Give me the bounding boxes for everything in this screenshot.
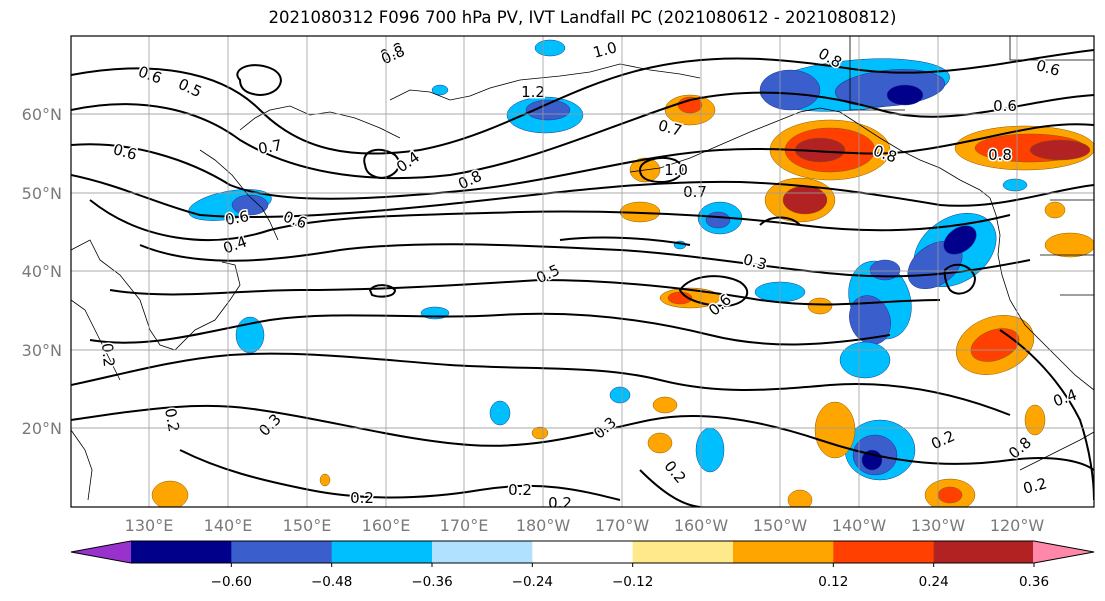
longitude-label: 160°E bbox=[362, 516, 411, 535]
colorbar-tick-label: −0.12 bbox=[612, 574, 653, 590]
colorbar-segment bbox=[632, 541, 734, 563]
colorbar-tick-label: −0.48 bbox=[311, 574, 352, 590]
colorbar-segment bbox=[331, 541, 433, 563]
contour-label: 0.2 bbox=[350, 489, 374, 507]
colorbar-segment bbox=[833, 541, 935, 563]
negative-anomaly-region bbox=[525, 99, 571, 121]
positive-anomaly-region bbox=[647, 432, 673, 454]
colorbar-extend-max bbox=[1033, 541, 1094, 563]
contour-label: 0.2 bbox=[548, 494, 572, 512]
positive-anomaly-region bbox=[787, 489, 813, 507]
negative-anomaly-region bbox=[869, 259, 901, 281]
longitude-label: 140°W bbox=[832, 516, 887, 535]
positive-anomaly-region bbox=[1024, 404, 1046, 436]
longitude-label: 150°E bbox=[283, 516, 332, 535]
negative-anomaly-region bbox=[534, 39, 566, 57]
colorbar bbox=[70, 540, 1095, 564]
coastlines bbox=[71, 36, 1094, 501]
longitude-label: 170°W bbox=[595, 516, 650, 535]
pv-contours bbox=[71, 49, 1094, 507]
colorbar-segment bbox=[733, 541, 834, 563]
negative-anomaly-region bbox=[231, 194, 269, 216]
negative-anomaly-region bbox=[705, 211, 731, 229]
positive-anomaly-region bbox=[782, 185, 828, 215]
negative-anomaly-region bbox=[695, 427, 725, 473]
colorbar-segment bbox=[432, 541, 533, 563]
colorbar-outline bbox=[70, 540, 1095, 564]
longitude-label: 130°W bbox=[911, 516, 966, 535]
positive-anomaly-region bbox=[1044, 201, 1066, 219]
latitude-label: 40°N bbox=[22, 262, 62, 281]
positive-anomaly-region bbox=[807, 297, 833, 315]
contour-label: 1.0 bbox=[664, 161, 688, 179]
longitude-label: 150°W bbox=[753, 516, 808, 535]
negative-anomaly-region bbox=[489, 400, 511, 426]
contour-label: 0.6 bbox=[993, 97, 1017, 115]
latitude-label: 20°N bbox=[22, 419, 62, 438]
colorbar-segment bbox=[131, 541, 232, 563]
colorbar-tick-label: 0.36 bbox=[1019, 574, 1049, 590]
contour-label: 0.2 bbox=[508, 481, 532, 499]
colorbar-extend-min bbox=[71, 541, 132, 563]
ivt-pc-shading bbox=[151, 39, 1094, 507]
positive-anomaly-region bbox=[151, 480, 189, 507]
colorbar-tick-label: −0.60 bbox=[211, 574, 252, 590]
map-frame bbox=[70, 35, 1095, 508]
negative-anomaly-region bbox=[849, 295, 891, 345]
longitude-labels: 130°E 140°E 150°E 160°E 170°E 180°W 170°W 160°W… bbox=[125, 516, 1045, 535]
longitude-label: 140°E bbox=[204, 516, 253, 535]
positive-anomaly-region bbox=[652, 396, 678, 414]
longitude-label: 120°W bbox=[990, 516, 1045, 535]
positive-anomaly-region bbox=[970, 328, 1020, 362]
contour-label: 0.8 bbox=[988, 146, 1012, 164]
latitude-label: 50°N bbox=[22, 184, 62, 203]
contour-label: 0.2 bbox=[98, 342, 118, 367]
colorbar-tick-label: −0.24 bbox=[512, 574, 553, 590]
positive-anomaly-region bbox=[1044, 232, 1094, 258]
contour-label: 1.2 bbox=[521, 83, 545, 101]
negative-anomaly-region bbox=[943, 225, 977, 255]
colorbar-tick-label: 0.12 bbox=[818, 574, 848, 590]
positive-anomaly-region bbox=[531, 426, 549, 440]
colorbar-tick-label: −0.36 bbox=[411, 574, 452, 590]
colorbar-segment bbox=[532, 541, 634, 563]
negative-anomaly-region bbox=[759, 69, 821, 111]
latitude-label: 30°N bbox=[22, 341, 62, 360]
colorbar-tick-labels: −0.60−0.48−0.36−0.24−0.120.120.240.360.4… bbox=[211, 563, 1049, 590]
longitude-label: 180°W bbox=[516, 516, 571, 535]
contour-label: 0.7 bbox=[683, 183, 707, 201]
negative-anomaly-region bbox=[1002, 178, 1028, 192]
latitude-labels: 20°N 30°N 40°N 50°N 60°N bbox=[22, 105, 62, 438]
colorbar-segment bbox=[933, 541, 1035, 563]
negative-anomaly-region bbox=[431, 84, 449, 96]
positive-anomaly-region bbox=[814, 401, 856, 459]
negative-anomaly-region bbox=[886, 84, 924, 106]
positive-anomaly-region bbox=[1029, 139, 1091, 161]
longitude-label: 160°W bbox=[674, 516, 729, 535]
positive-anomaly-region bbox=[937, 486, 963, 504]
positive-anomaly-region bbox=[319, 473, 331, 487]
graticule bbox=[71, 36, 1094, 507]
longitude-label: 130°E bbox=[125, 516, 174, 535]
colorbar-tick-label: 0.24 bbox=[919, 574, 949, 590]
negative-anomaly-region bbox=[609, 386, 631, 404]
contour-label: 0.7 bbox=[257, 136, 284, 158]
negative-anomaly-region bbox=[839, 341, 891, 379]
chart-title: 2021080312 F096 700 hPa PV, IVT Landfall… bbox=[268, 8, 897, 27]
latitude-label: 60°N bbox=[22, 105, 62, 124]
colorbar-segment bbox=[231, 541, 333, 563]
positive-anomaly-region bbox=[667, 291, 693, 305]
longitude-label: 170°E bbox=[440, 516, 489, 535]
